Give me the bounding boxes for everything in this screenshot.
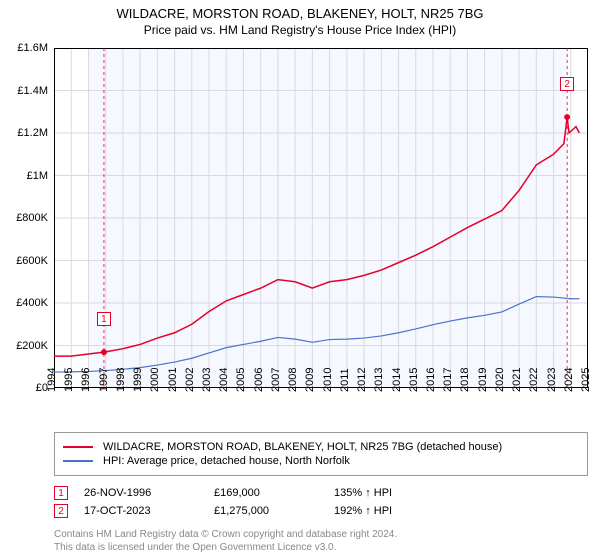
x-tick-label: 2017 (442, 368, 454, 392)
plot-marker-2: 2 (560, 77, 574, 91)
x-tick-label: 2003 (201, 368, 213, 392)
sales-panel: 1 26-NOV-1996 £169,000 135% ↑ HPI 2 17-O… (54, 482, 588, 522)
attribution-line2: This data is licensed under the Open Gov… (54, 541, 588, 554)
legend-label-hpi: HPI: Average price, detached house, Nort… (103, 455, 350, 467)
x-tick-label: 2023 (546, 368, 558, 392)
legend-label-property: WILDACRE, MORSTON ROAD, BLAKENEY, HOLT, … (103, 441, 502, 453)
x-tick-label: 2005 (235, 368, 247, 392)
sale-price: £1,275,000 (214, 505, 334, 517)
x-tick-label: 2007 (270, 368, 282, 392)
sale-pct: 135% ↑ HPI (334, 487, 392, 499)
x-tick-label: 1998 (115, 368, 127, 392)
x-tick-label: 2025 (580, 368, 592, 392)
x-tick-label: 2020 (494, 368, 506, 392)
sale-date: 26-NOV-1996 (84, 487, 214, 499)
sale-price: £169,000 (214, 487, 334, 499)
x-tick-label: 2001 (167, 368, 179, 392)
x-tick-label: 1997 (98, 368, 110, 392)
x-tick-label: 2013 (373, 368, 385, 392)
sale-row: 1 26-NOV-1996 £169,000 135% ↑ HPI (54, 486, 588, 500)
legend-swatch-property (63, 446, 93, 448)
x-tick-label: 2006 (253, 368, 265, 392)
x-tick-label: 1995 (63, 368, 75, 392)
sale-marker-1: 1 (54, 486, 68, 500)
x-tick-label: 2008 (287, 368, 299, 392)
sale-row: 2 17-OCT-2023 £1,275,000 192% ↑ HPI (54, 504, 588, 518)
x-tick-label: 2018 (459, 368, 471, 392)
sale-pct: 192% ↑ HPI (334, 505, 392, 517)
x-tick-label: 2002 (184, 368, 196, 392)
y-tick-label: £1.4M (17, 85, 48, 97)
x-tick-label: 2011 (339, 368, 351, 392)
legend-row: HPI: Average price, detached house, Nort… (63, 455, 579, 467)
x-tick-label: 1994 (46, 368, 58, 392)
x-tick-label: 2021 (511, 368, 523, 392)
y-tick-label: £200K (16, 340, 48, 352)
chart-root: WILDACRE, MORSTON ROAD, BLAKENEY, HOLT, … (0, 0, 600, 560)
x-tick-label: 1999 (132, 368, 144, 392)
x-tick-label: 2014 (391, 368, 403, 392)
y-tick-label: £400K (16, 297, 48, 309)
x-tick-label: 2022 (528, 368, 540, 392)
x-tick-label: 2010 (322, 368, 334, 392)
plot-marker-1: 1 (97, 312, 111, 326)
y-tick-label: £1M (27, 170, 48, 182)
x-tick-label: 2000 (149, 368, 161, 392)
legend-swatch-hpi (63, 460, 93, 462)
y-tick-label: £600K (16, 255, 48, 267)
y-tick-label: £1.2M (17, 127, 48, 139)
legend-panel: WILDACRE, MORSTON ROAD, BLAKENEY, HOLT, … (54, 432, 588, 476)
chart-subtitle: Price paid vs. HM Land Registry's House … (0, 23, 600, 37)
x-tick-label: 2004 (218, 368, 230, 392)
x-tick-label: 2019 (477, 368, 489, 392)
attribution: Contains HM Land Registry data © Crown c… (54, 528, 588, 554)
y-tick-label: £1.6M (17, 42, 48, 54)
y-tick-label: £800K (16, 212, 48, 224)
x-tick-label: 2016 (425, 368, 437, 392)
legend-row: WILDACRE, MORSTON ROAD, BLAKENEY, HOLT, … (63, 441, 579, 453)
x-tick-label: 2015 (408, 368, 420, 392)
x-tick-label: 2012 (356, 368, 368, 392)
x-tick-label: 2024 (563, 368, 575, 392)
sale-date: 17-OCT-2023 (84, 505, 214, 517)
attribution-line1: Contains HM Land Registry data © Crown c… (54, 528, 588, 541)
chart-title: WILDACRE, MORSTON ROAD, BLAKENEY, HOLT, … (0, 6, 600, 21)
x-tick-label: 2009 (304, 368, 316, 392)
sale-marker-2: 2 (54, 504, 68, 518)
plot-svg (54, 48, 588, 388)
plot-area: 12£0£200K£400K£600K£800K£1M£1.2M£1.4M£1.… (54, 48, 588, 388)
chart-titles: WILDACRE, MORSTON ROAD, BLAKENEY, HOLT, … (0, 0, 600, 37)
x-tick-label: 1996 (80, 368, 92, 392)
